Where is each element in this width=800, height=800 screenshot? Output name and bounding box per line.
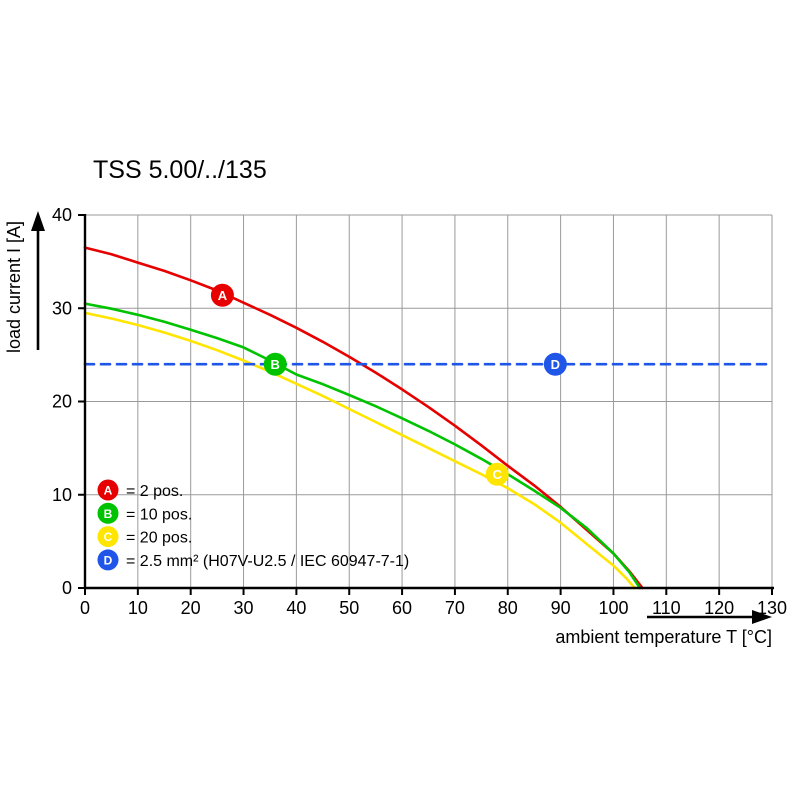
- x-tick-label: 130: [757, 598, 787, 618]
- x-tick-label: 60: [392, 598, 412, 618]
- legend-swatch-D: [97, 549, 119, 571]
- legend-swatch-B: [97, 502, 119, 524]
- x-tick-label: 110: [652, 598, 681, 618]
- legend-swatch-letter-B: B: [104, 507, 113, 521]
- legend-label-D: = 2.5 mm² (H07V-U2.5 / IEC 60947-7-1): [126, 553, 409, 570]
- legend-label-C: = 20 pos.: [126, 530, 192, 547]
- x-tick-label: 90: [551, 598, 571, 618]
- x-tick-label: 10: [128, 598, 148, 618]
- x-tick-label: 30: [234, 598, 254, 618]
- x-tick-label: 80: [498, 598, 518, 618]
- marker-letter-C: C: [493, 467, 503, 482]
- marker-letter-A: A: [218, 288, 228, 303]
- y-axis-label: load current I [A]: [4, 221, 24, 353]
- curve-B: [83, 302, 642, 590]
- y-axis-arrow-head: [31, 211, 45, 231]
- x-tick-label: 40: [286, 598, 306, 618]
- legend-swatch-C: [97, 526, 119, 548]
- legend-swatch-letter-D: D: [104, 553, 113, 567]
- legend-swatch-A: [97, 479, 119, 501]
- x-axis-arrow-head: [752, 610, 772, 624]
- marker-B: [263, 352, 287, 376]
- x-tick-label: 20: [181, 598, 201, 618]
- marker-letter-B: B: [271, 357, 280, 372]
- x-tick-label: 100: [598, 598, 628, 618]
- y-tick-label: 40: [52, 205, 72, 225]
- marker-A: [210, 283, 234, 307]
- marker-letter-D: D: [551, 357, 560, 372]
- legend-swatch-letter-C: C: [104, 530, 113, 544]
- marker-D: [543, 352, 567, 376]
- x-tick-label: 120: [704, 598, 734, 618]
- legend-label-B: = 10 pos.: [126, 506, 192, 523]
- y-tick-label: 30: [52, 298, 72, 318]
- legend-label-A: = 2 pos.: [126, 483, 183, 500]
- x-axis-label: ambient temperature T [°C]: [555, 627, 772, 647]
- y-tick-label: 10: [52, 485, 72, 505]
- y-tick-label: 0: [62, 578, 72, 598]
- y-tick-label: 20: [52, 392, 72, 412]
- marker-C: [485, 462, 509, 486]
- legend-swatch-letter-A: A: [104, 484, 113, 498]
- x-tick-label: 70: [445, 598, 465, 618]
- curve-C: [83, 311, 636, 590]
- x-tick-label: 50: [339, 598, 359, 618]
- x-tick-label: 0: [80, 598, 90, 618]
- chart-title: TSS 5.00/../135: [93, 156, 267, 184]
